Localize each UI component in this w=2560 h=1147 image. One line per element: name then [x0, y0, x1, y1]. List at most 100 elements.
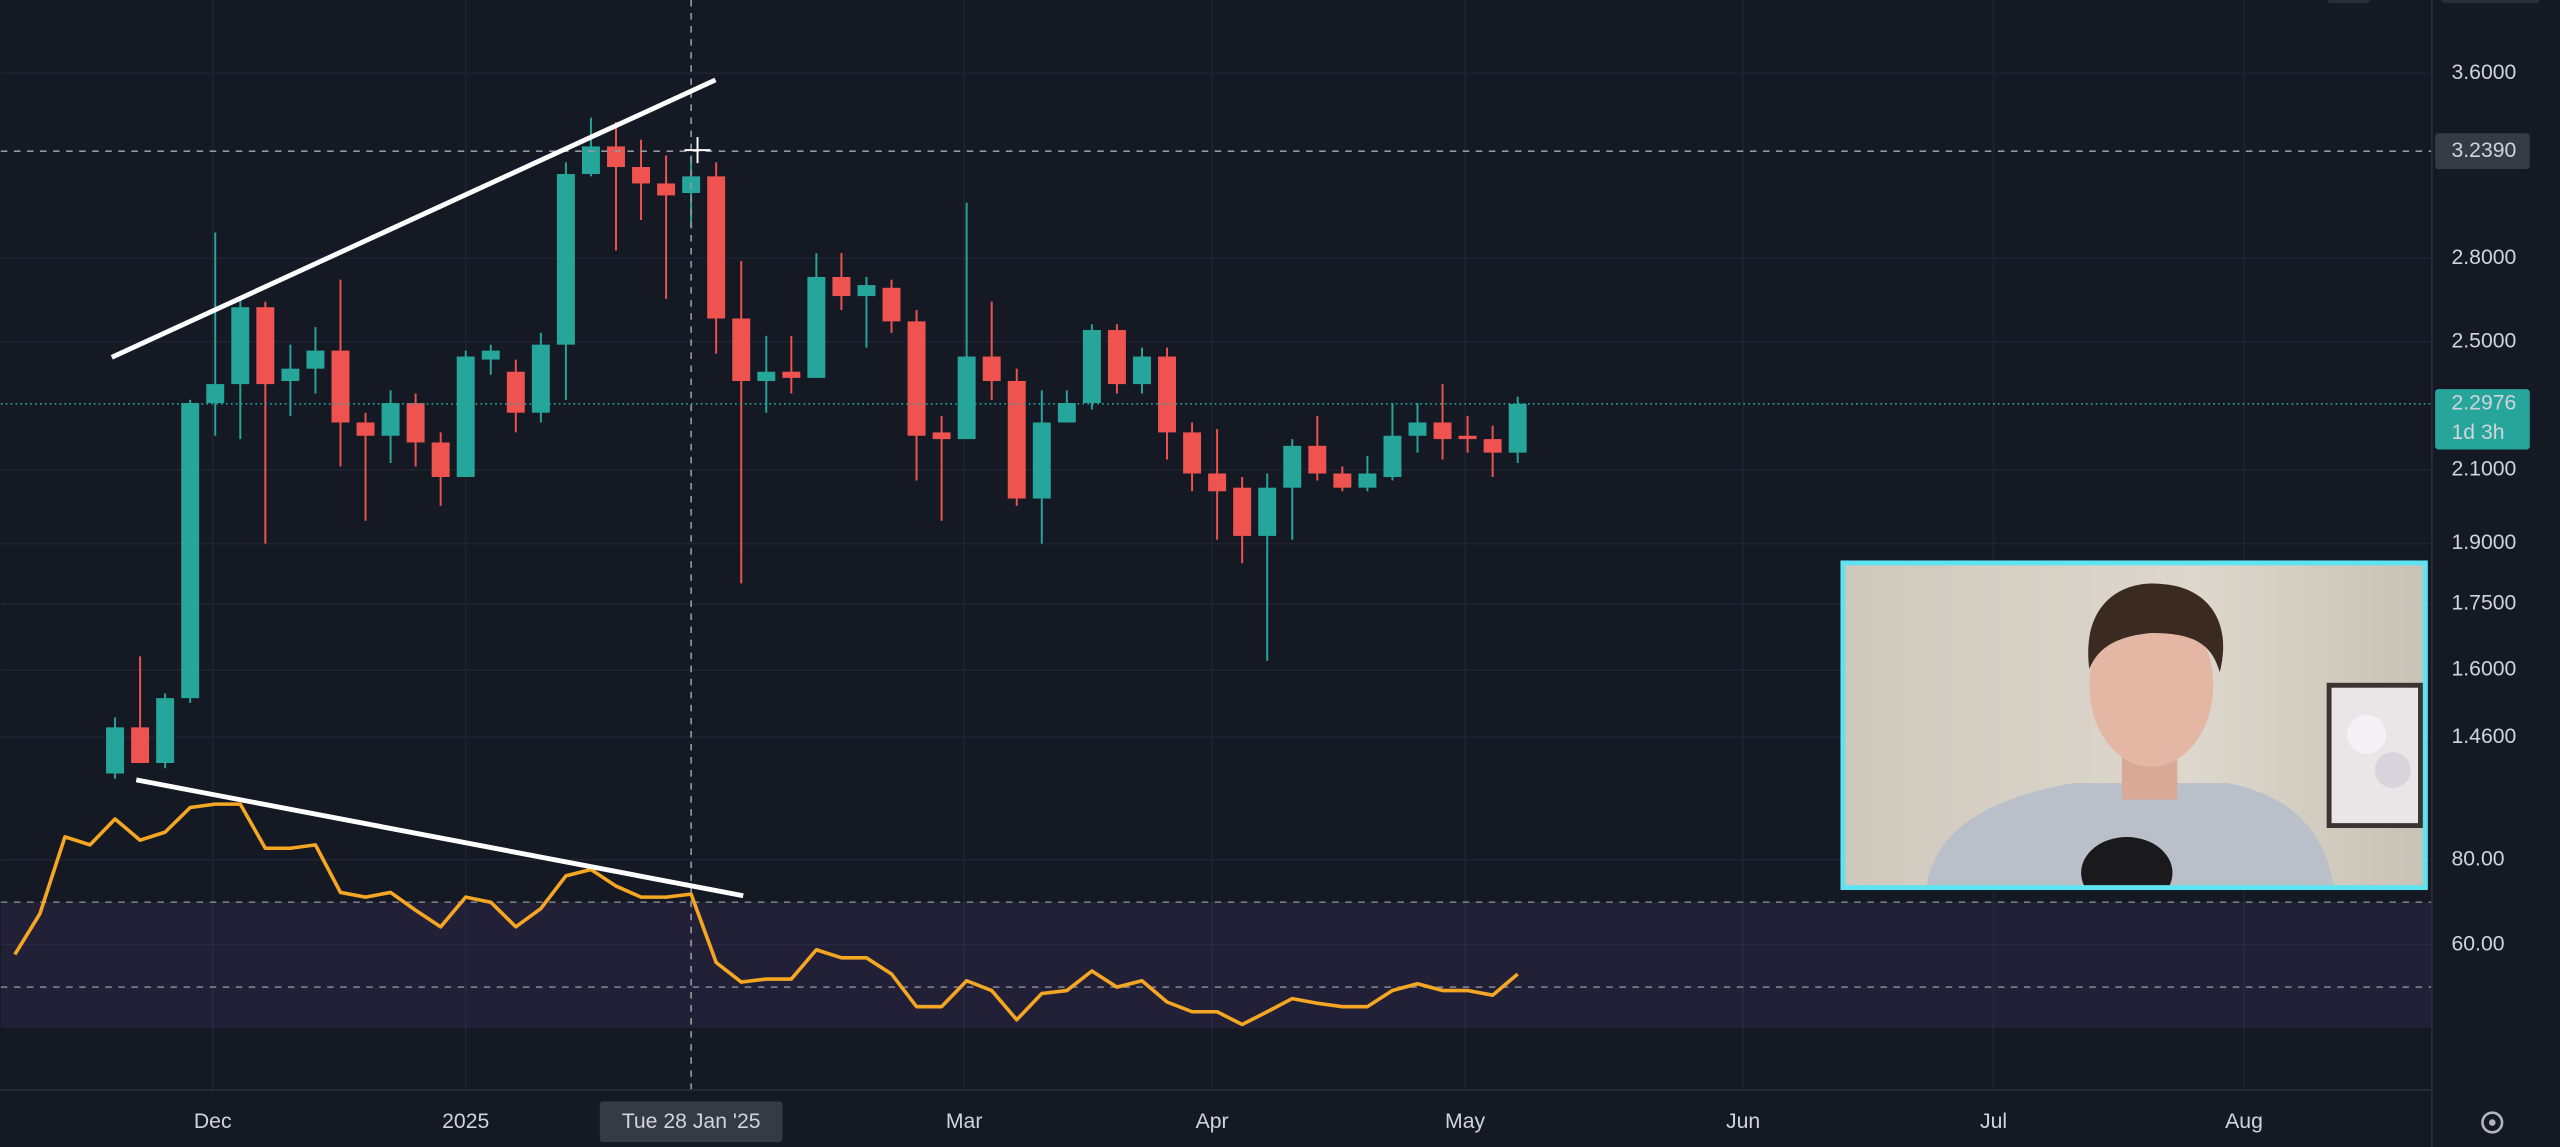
candle-body	[1358, 473, 1377, 488]
candle-body	[256, 307, 275, 385]
candle-body	[1408, 422, 1427, 436]
toolbar-button[interactable]	[2327, 0, 2370, 4]
candle-body	[381, 403, 400, 436]
candle-body	[1258, 487, 1277, 536]
candle-body	[1057, 403, 1076, 423]
candle-body	[106, 727, 125, 774]
microphone	[2081, 837, 2173, 888]
candle-body	[1458, 435, 1477, 440]
candle-body	[1333, 473, 1352, 488]
candle-body	[531, 344, 550, 413]
x-tick-label: 2025	[442, 1110, 489, 1133]
last-price-box	[2435, 389, 2530, 450]
candle-body	[1107, 330, 1126, 385]
candle-body	[657, 183, 676, 196]
crosshair-price-box	[2435, 133, 2530, 170]
upper-trend-line	[110, 77, 717, 360]
lower-trend-line	[135, 777, 744, 899]
candle-body	[306, 350, 325, 369]
rsi-tick-label: 80.00	[2451, 847, 2504, 870]
candle-body	[1183, 432, 1202, 474]
candle-body	[1283, 445, 1302, 488]
candle-body	[131, 727, 150, 764]
candle-body	[356, 422, 375, 436]
axes: Dec 2025 Mar Apr May Jun Jul Aug 3.6000 2.8000 2.5…	[194, 61, 2530, 1143]
candle-body	[506, 371, 525, 413]
candle-body	[957, 356, 976, 440]
wall-picture	[2326, 682, 2423, 829]
candle-body	[1483, 439, 1502, 453]
candle-body	[982, 356, 1001, 381]
candle-body	[732, 318, 751, 381]
candle-body	[932, 432, 951, 440]
y-tick-label: 1.9000	[2451, 531, 2516, 554]
toolbar-buttons	[2327, 0, 2540, 1134]
last-price-label: 2.2976	[2451, 391, 2516, 414]
y-tick-label: 1.7500	[2451, 592, 2516, 615]
candle-body	[431, 442, 450, 478]
x-tick-label: Apr	[1196, 1110, 1229, 1133]
rsi-line	[13, 802, 1519, 1027]
candle-body	[707, 176, 726, 319]
rsi-tick-label: 60.00	[2451, 932, 2504, 955]
candle-body	[1082, 330, 1101, 404]
cursor	[684, 137, 711, 164]
settings-icon-center	[2489, 1119, 2496, 1126]
x-tick-label: May	[1445, 1110, 1485, 1133]
candle-body	[231, 307, 250, 385]
candle-body	[1508, 403, 1527, 453]
shirt	[1926, 783, 2334, 888]
face	[2089, 603, 2214, 767]
candle-body	[907, 321, 926, 436]
trend-lines	[110, 77, 744, 899]
candle-body	[807, 276, 826, 378]
y-tick-label: 2.8000	[2451, 246, 2516, 269]
x-tick-label: Mar	[946, 1110, 983, 1133]
x-tick-label: Dec	[194, 1110, 232, 1133]
crosshair-time-box	[599, 1101, 783, 1143]
settings-icon[interactable]	[2481, 1111, 2504, 1134]
candle-body	[406, 403, 425, 443]
candle-body	[757, 371, 776, 381]
webcam	[1840, 560, 2428, 891]
candle-body	[456, 356, 475, 478]
candle-body	[1308, 445, 1327, 474]
candle-body	[857, 285, 876, 297]
candle-body	[1233, 487, 1252, 536]
candle-body	[1007, 380, 1026, 499]
candle-body	[607, 146, 625, 168]
rsi-band	[0, 901, 2432, 1028]
candle-body	[281, 368, 300, 381]
flower	[2374, 752, 2411, 789]
crosshair-time-label: Tue 28 Jan '25	[622, 1110, 761, 1133]
flower	[2347, 714, 2387, 754]
candle-body	[782, 371, 801, 378]
candle-body	[1158, 356, 1176, 433]
candle-body	[331, 350, 350, 423]
hair	[2088, 583, 2224, 673]
x-tick-label: Aug	[2225, 1110, 2263, 1133]
crosshair-price-label: 3.2390	[2451, 139, 2516, 162]
candle-body	[1032, 422, 1051, 499]
y-tick-label: 1.4600	[2451, 725, 2516, 748]
candle-body	[181, 403, 200, 699]
rsi-band-fill	[0, 902, 2432, 1028]
candle-body	[206, 384, 225, 404]
y-tick-label: 2.1000	[2451, 458, 2516, 481]
y-tick-label: 2.5000	[2451, 329, 2516, 352]
candle-body	[1433, 422, 1452, 440]
candle-body	[1383, 435, 1402, 478]
candle-body	[156, 698, 175, 764]
webcam-border	[1840, 560, 2428, 891]
countdown-label: 1d 3h	[2451, 421, 2504, 444]
candle-body	[1208, 473, 1227, 492]
x-tick-label: Jul	[1980, 1110, 2007, 1133]
grid	[0, 0, 2432, 1090]
candle-body	[481, 350, 500, 360]
marks	[0, 0, 2432, 1090]
x-tick-label: Jun	[1726, 1110, 1760, 1133]
toolbar-button[interactable]	[2441, 0, 2540, 4]
candle-body	[832, 276, 851, 297]
candle-body	[556, 174, 575, 345]
